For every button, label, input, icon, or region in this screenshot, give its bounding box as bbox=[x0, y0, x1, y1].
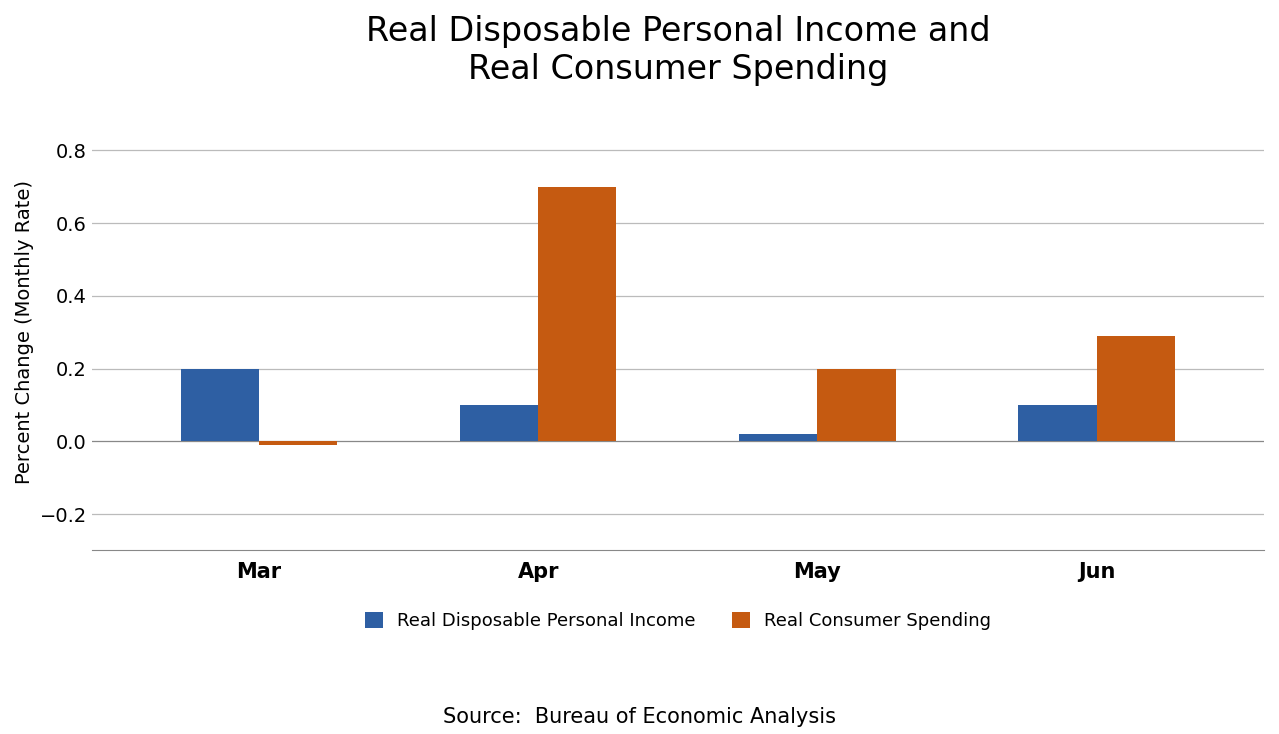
Bar bbox=[1096, 336, 1174, 441]
Bar bbox=[182, 368, 260, 441]
Bar bbox=[460, 405, 538, 441]
Text: Source:  Bureau of Economic Analysis: Source: Bureau of Economic Analysis bbox=[443, 707, 836, 727]
Bar bbox=[538, 186, 616, 441]
Bar bbox=[817, 368, 895, 441]
Bar bbox=[1018, 405, 1096, 441]
Bar bbox=[739, 434, 817, 441]
Legend: Real Disposable Personal Income, Real Consumer Spending: Real Disposable Personal Income, Real Co… bbox=[365, 612, 991, 631]
Bar bbox=[260, 441, 338, 445]
Y-axis label: Percent Change (Monthly Rate): Percent Change (Monthly Rate) bbox=[15, 181, 35, 484]
Title: Real Disposable Personal Income and
Real Consumer Spending: Real Disposable Personal Income and Real… bbox=[366, 15, 990, 86]
